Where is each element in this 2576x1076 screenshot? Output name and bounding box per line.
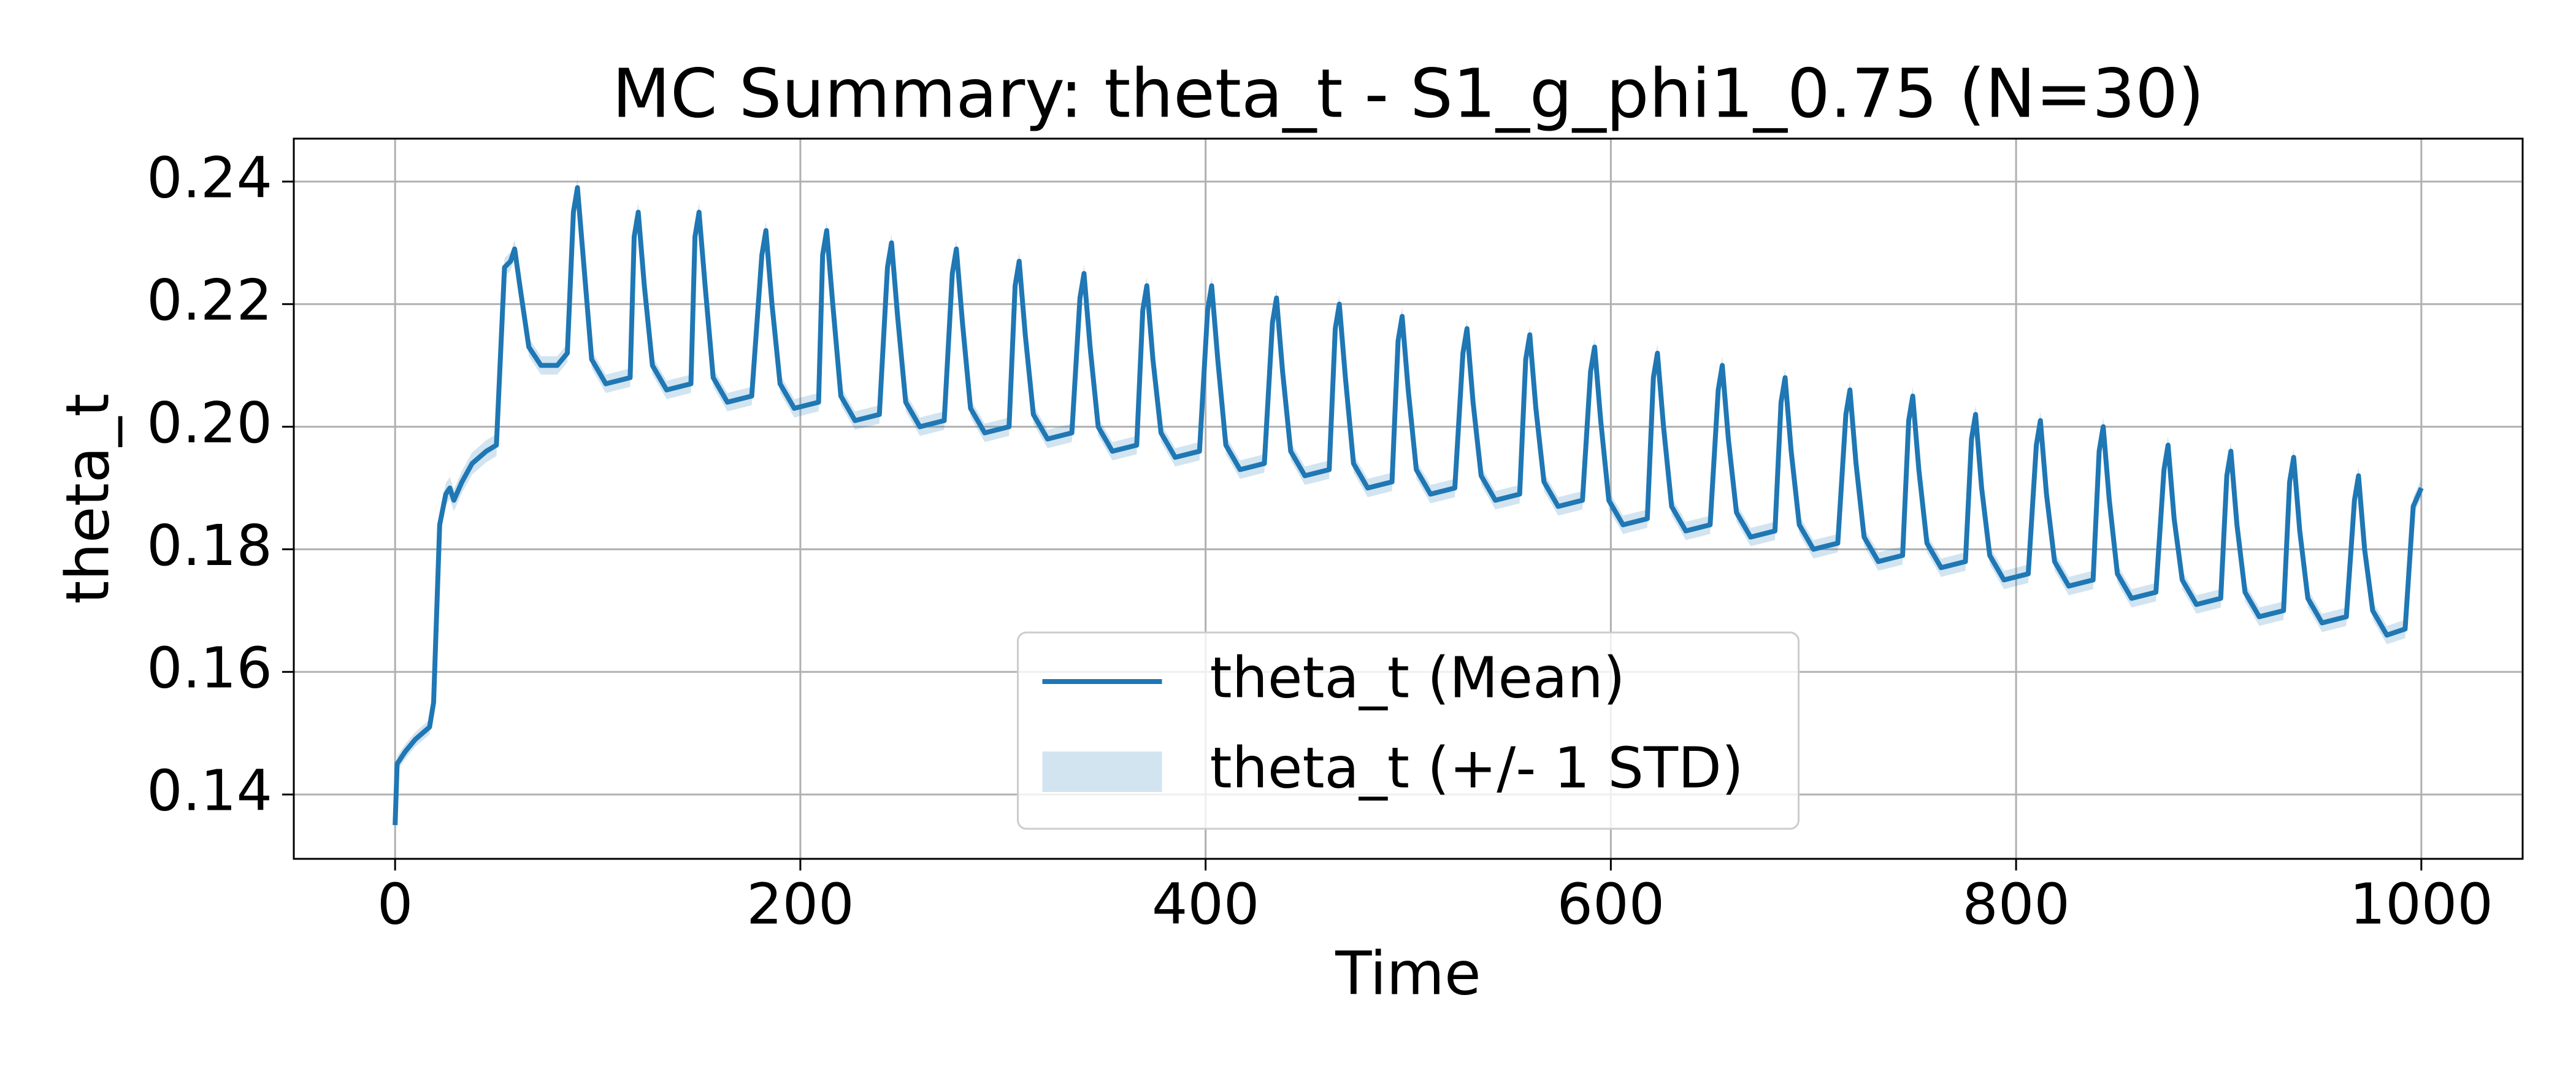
- legend-label: theta_t (+/- 1 STD): [1210, 735, 1744, 801]
- y-tick-label: 0.18: [147, 513, 272, 578]
- legend-swatch: [1042, 751, 1162, 792]
- legend-label: theta_t (Mean): [1210, 645, 1625, 710]
- x-tick-label: 400: [1152, 871, 1260, 937]
- x-tick-label: 600: [1557, 871, 1665, 937]
- legend: theta_t (Mean) theta_t (+/- 1 STD): [1017, 631, 1800, 830]
- x-tick-label: 1000: [2350, 871, 2493, 937]
- plot-frame: [293, 137, 2524, 860]
- grid: [294, 139, 2523, 859]
- chart-title: MC Summary: theta_t - S1_g_phi1_0.75 (N=…: [612, 54, 2204, 133]
- legend-box: [1017, 631, 1800, 830]
- y-axis-label: theta_t: [53, 393, 122, 604]
- x-tick-label: 0: [377, 871, 413, 937]
- y-tick-label: 0.20: [147, 390, 272, 456]
- y-tick-label: 0.14: [147, 758, 272, 823]
- y-tick-label: 0.22: [147, 267, 272, 333]
- y-tick-label: 0.16: [147, 636, 272, 701]
- x-tick-label: 800: [1962, 871, 2070, 937]
- x-axis-label: Time: [1335, 939, 1481, 1008]
- mean-line: [393, 185, 2424, 826]
- x-tick-label: 200: [746, 871, 854, 937]
- y-tick-label: 0.24: [147, 145, 272, 210]
